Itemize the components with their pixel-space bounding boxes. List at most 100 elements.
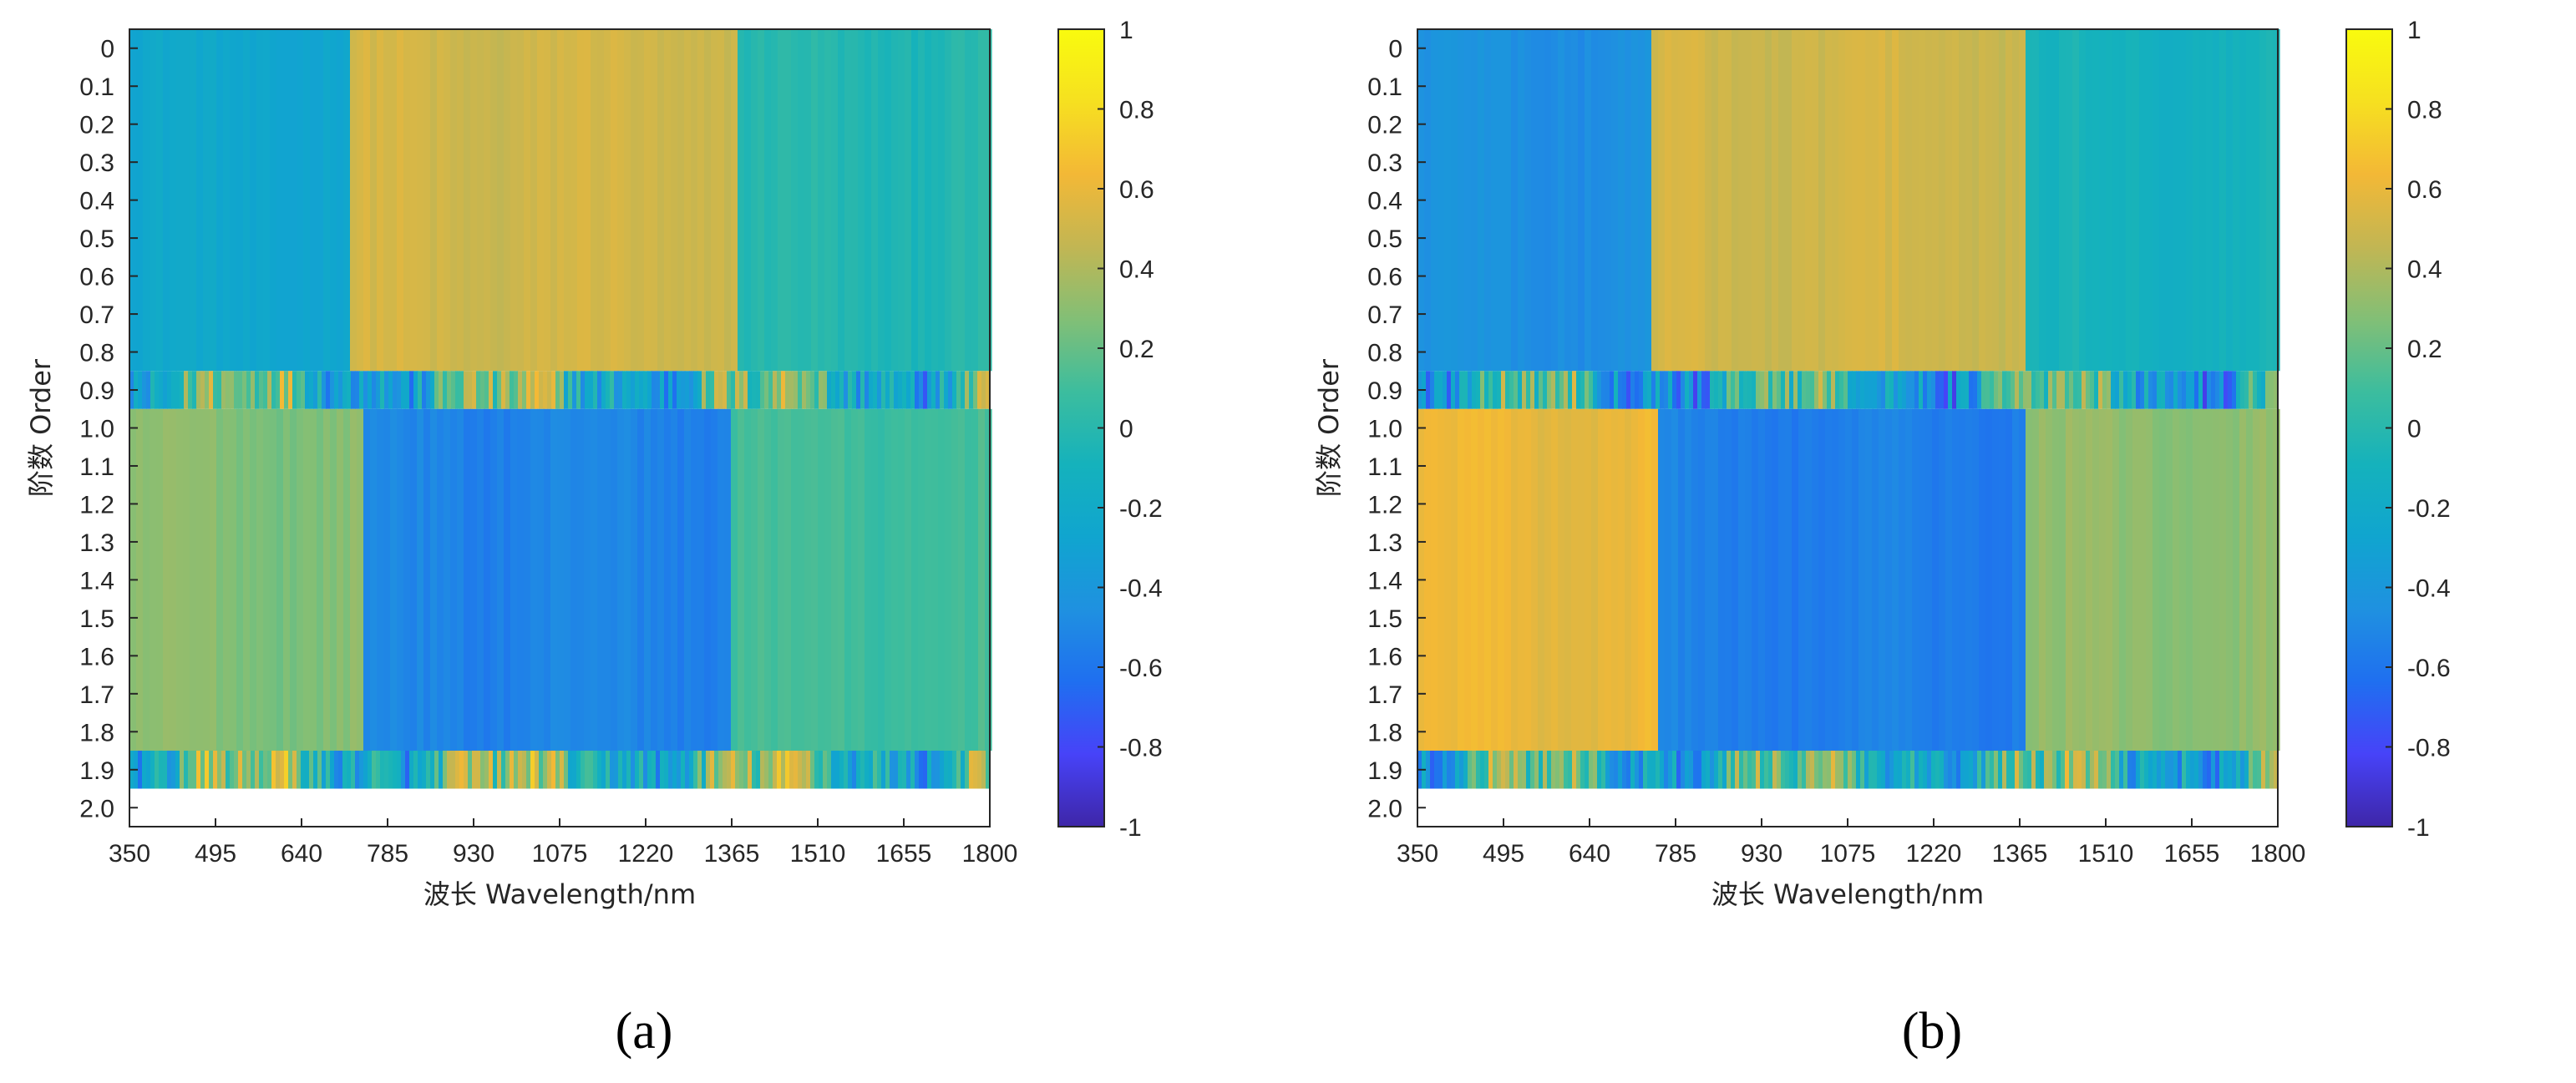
heat-cell: [464, 29, 471, 372]
x-tick-label: 1800: [2250, 840, 2306, 868]
heat-cell: [409, 751, 414, 789]
heat-cell: [1438, 29, 1445, 372]
y-tick-label: 0.1: [1367, 73, 1402, 101]
heat-cell: [535, 371, 540, 409]
heat-cell: [885, 751, 890, 789]
x-axis: 350 495 640 785 930 1075 1220 1365 1510 1655 1800: [109, 818, 1017, 868]
heat-cell: [1778, 29, 1786, 372]
heat-cell: [635, 371, 640, 409]
heat-cell: [1618, 751, 1623, 789]
heat-cell: [589, 751, 594, 789]
heat-cell: [2178, 751, 2183, 789]
heat-cell: [342, 751, 347, 789]
heat-cell: [814, 751, 819, 789]
heat-cell: [564, 29, 571, 372]
colorbar-gradient: [2345, 28, 2393, 827]
y-tick-label: 1.9: [79, 757, 114, 785]
heat-cell: [1848, 751, 1853, 789]
heat-cell: [965, 751, 970, 789]
heat-cell: [1564, 751, 1569, 789]
heat-cell: [570, 29, 578, 372]
heat-cell: [794, 751, 799, 789]
heat-cell: [1578, 29, 1585, 372]
heat-cell: [547, 371, 552, 409]
heat-cell: [464, 751, 469, 789]
heat-cell: [1511, 29, 1519, 372]
heat-cell: [1872, 408, 1879, 752]
heat-cell: [423, 408, 431, 752]
heat-cell: [372, 371, 377, 409]
y-tick-label: 1.5: [1367, 605, 1402, 633]
heat-cell: [505, 751, 510, 789]
heat-cell: [564, 371, 569, 409]
heat-cell: [413, 371, 418, 409]
panel-caption-b: (b): [1901, 1003, 1963, 1060]
heat-cell: [1484, 751, 1489, 789]
heat-cell: [2182, 371, 2187, 409]
heat-cell: [865, 29, 872, 372]
heat-cell: [2002, 751, 2007, 789]
heat-cell: [856, 751, 861, 789]
heat-cell: [447, 371, 452, 409]
heat-cell: [1881, 371, 1886, 409]
heat-cell: [522, 371, 527, 409]
heat-cell: [1711, 408, 1719, 752]
y-tick-label: 0.3: [1367, 149, 1402, 177]
heat-cell: [1718, 751, 1723, 789]
x-tick-label: 1220: [618, 840, 674, 868]
heat-cell: [2146, 408, 2153, 752]
heat-cell: [2059, 29, 2066, 372]
heat-cell: [510, 371, 515, 409]
heat-cell: [693, 371, 698, 409]
heat-cell: [697, 408, 705, 752]
heat-cell: [802, 751, 807, 789]
heat-cell: [401, 751, 406, 789]
heat-cell: [860, 371, 865, 409]
heat-cell: [1463, 751, 1468, 789]
heat-cell: [372, 751, 377, 789]
heat-cell: [1827, 751, 1832, 789]
heat-cell: [2132, 371, 2137, 409]
heat-cell: [931, 751, 936, 789]
heat-cell: [401, 371, 406, 409]
heat-cell: [1691, 408, 1699, 752]
heat-cell: [555, 371, 560, 409]
heat-cell: [2098, 751, 2103, 789]
heat-cell: [1424, 29, 1432, 372]
heat-cell: [1831, 751, 1836, 789]
heat-cell: [205, 751, 210, 789]
heat-cell: [1697, 751, 1702, 789]
heat-cell: [798, 408, 805, 752]
heat-cell: [878, 408, 885, 752]
heat-cell: [390, 29, 398, 372]
heat-cell: [388, 371, 393, 409]
heat-cell: [1852, 371, 1857, 409]
heat-cell: [652, 751, 657, 789]
heat-cell: [1551, 751, 1556, 789]
colorbar: 1 0.8 0.6 0.4 0.2 0 -0.2 -0.4 -0.6 -0.8 -1: [2345, 17, 2451, 842]
heat-cell: [597, 371, 602, 409]
heat-cell: [2094, 751, 2099, 789]
heat-cell: [819, 371, 824, 409]
heat-cell: [831, 371, 836, 409]
heat-cell: [283, 29, 291, 372]
heat-cell: [1985, 751, 1990, 789]
heat-cell: [1906, 371, 1911, 409]
heat-cell: [1504, 408, 1512, 752]
x-tick-label: 1655: [876, 840, 932, 868]
heat-cell: [1534, 751, 1539, 789]
heat-cell: [2246, 29, 2254, 372]
heat-cell: [143, 29, 150, 372]
heat-cell: [1593, 371, 1598, 409]
heat-cell: [852, 371, 857, 409]
heat-cell: [426, 371, 431, 409]
heat-cell: [1972, 29, 1980, 372]
x-axis: 350 495 640 785 930 1075 1220 1365 1510 1655 1800: [1397, 818, 2305, 868]
colorbar-tick-label: 0: [2407, 416, 2421, 443]
heat-cell: [938, 29, 946, 372]
heat-cell: [1518, 29, 1525, 372]
heat-cell: [1756, 751, 1761, 789]
heat-cell: [1431, 29, 1438, 372]
heat-cell: [1635, 371, 1640, 409]
heat-cell: [156, 29, 164, 372]
